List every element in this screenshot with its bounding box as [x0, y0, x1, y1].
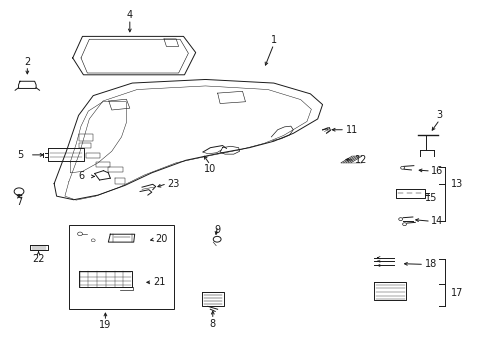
Text: 3: 3 — [436, 111, 442, 120]
Text: 13: 13 — [450, 179, 462, 189]
Text: 20: 20 — [155, 234, 167, 244]
Text: 16: 16 — [430, 166, 443, 176]
Text: 14: 14 — [430, 216, 443, 226]
Text: 8: 8 — [209, 319, 215, 329]
Text: 2: 2 — [24, 57, 30, 67]
Text: 1: 1 — [270, 35, 276, 45]
Text: 10: 10 — [204, 164, 216, 174]
Text: 19: 19 — [99, 320, 111, 330]
Bar — [69, 225, 173, 309]
Text: 21: 21 — [153, 277, 165, 287]
Text: 7: 7 — [16, 197, 22, 207]
Text: 15: 15 — [424, 193, 436, 203]
Text: 12: 12 — [355, 155, 367, 165]
Text: 11: 11 — [345, 125, 357, 135]
Text: 4: 4 — [126, 10, 133, 20]
Text: 9: 9 — [214, 225, 220, 235]
Text: 6: 6 — [78, 171, 84, 181]
Text: 18: 18 — [424, 259, 436, 269]
Text: 22: 22 — [32, 254, 45, 264]
Text: 17: 17 — [449, 288, 462, 298]
Text: 5: 5 — [17, 150, 23, 160]
Text: 23: 23 — [167, 179, 180, 189]
